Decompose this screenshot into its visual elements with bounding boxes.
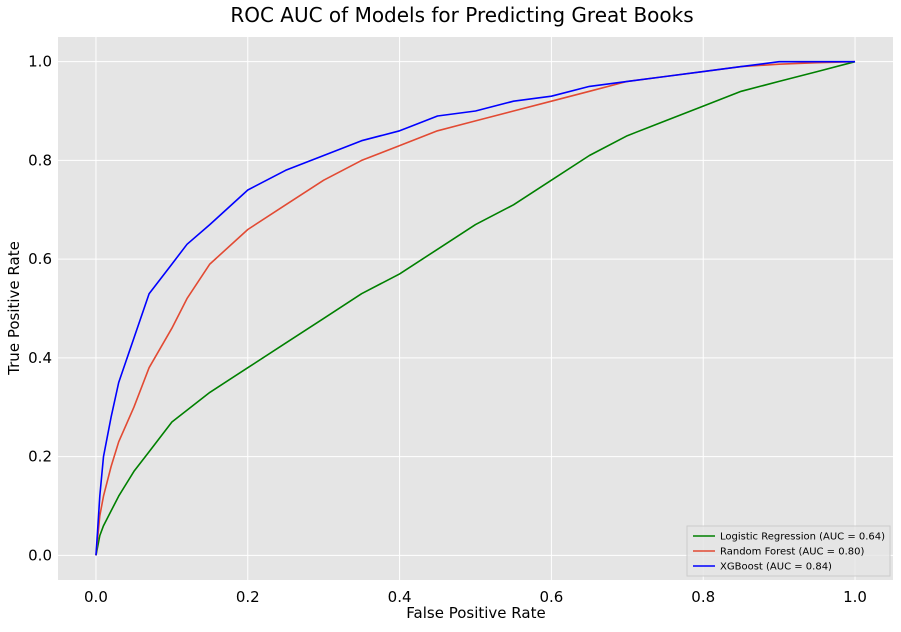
- legend-label: Random Forest (AUC = 0.80): [720, 547, 864, 558]
- legend: Logistic Regression (AUC = 0.64) Random F…: [686, 525, 891, 577]
- plot-background: [58, 37, 893, 580]
- x-tick-label: 0.0: [84, 588, 108, 606]
- y-tick-label: 0.0: [28, 546, 52, 564]
- x-axis-label: False Positive Rate: [406, 604, 545, 622]
- x-tick-label: 1.0: [843, 588, 867, 606]
- chart-title: ROC AUC of Models for Predicting Great B…: [230, 3, 693, 27]
- x-tick-label: 0.8: [691, 588, 715, 606]
- x-tick-label: 0.2: [236, 588, 260, 606]
- legend-box: [686, 525, 891, 577]
- y-axis-label: True Positive Rate: [5, 241, 23, 376]
- y-tick-label: 1.0: [28, 53, 52, 71]
- x-tick-label: 0.6: [539, 588, 563, 606]
- series-lines: [95, 60, 856, 556]
- legend-label: Logistic Regression (AUC = 0.64): [720, 532, 885, 543]
- x-tick-labels: 0.0 0.2 0.4 0.6 0.8 1.0: [84, 588, 867, 606]
- series-line-0: [95, 60, 856, 556]
- y-tick-label: 0.2: [28, 448, 52, 466]
- legend-items: Logistic Regression (AUC = 0.64) Random F…: [693, 532, 885, 573]
- series-line-2: [95, 60, 855, 556]
- x-tick-label: 0.4: [388, 588, 412, 606]
- y-tick-label: 0.8: [28, 151, 52, 169]
- grid: [58, 37, 893, 580]
- y-tick-labels: 0.0 0.2 0.4 0.6 0.8 1.0: [28, 53, 52, 565]
- legend-label: XGBoost (AUC = 0.84): [720, 562, 832, 573]
- y-tick-label: 0.6: [28, 250, 52, 268]
- y-tick-label: 0.4: [28, 349, 52, 367]
